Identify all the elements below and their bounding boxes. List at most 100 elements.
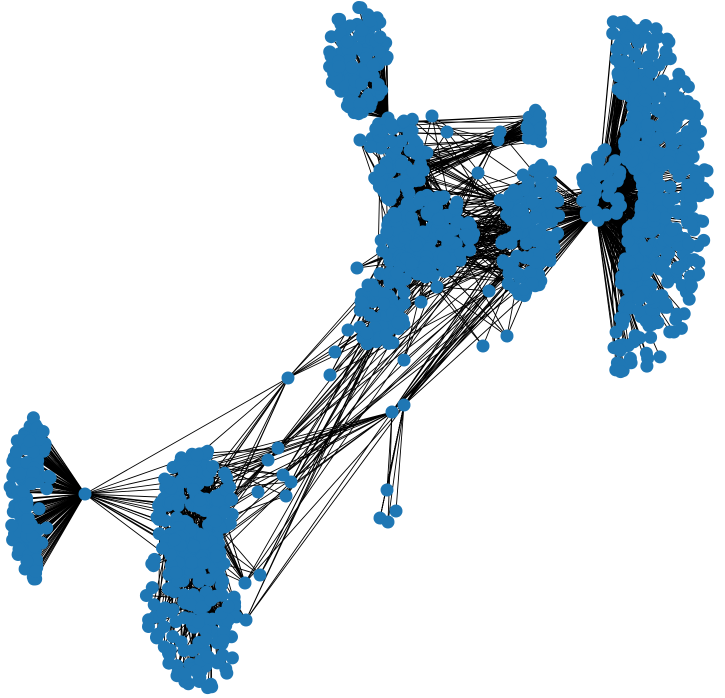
graph-node: [509, 187, 523, 200]
graph-node: [630, 111, 644, 124]
graph-node: [284, 475, 298, 489]
graph-node: [145, 581, 159, 595]
graph-node: [699, 185, 713, 199]
graph-node: [211, 494, 225, 508]
graph-node: [661, 155, 675, 168]
graph-node: [353, 97, 367, 111]
graph-edge: [290, 271, 513, 483]
graph-node: [608, 154, 622, 168]
graph-node: [430, 280, 444, 294]
graph-node: [578, 172, 592, 186]
graph-node: [640, 359, 654, 373]
graph-node: [26, 445, 40, 459]
graph-node: [665, 88, 679, 102]
graph-node: [518, 215, 532, 229]
graph-node: [238, 576, 252, 590]
graph-node: [328, 345, 342, 359]
graph-node: [639, 242, 653, 256]
graph-edge: [195, 411, 393, 469]
graph-node: [191, 615, 205, 629]
graph-edge: [259, 328, 399, 576]
graph-node: [40, 521, 54, 535]
graph-node: [639, 314, 653, 328]
graph-node: [185, 556, 199, 569]
graph-node: [623, 256, 637, 270]
graph-node: [380, 225, 394, 239]
graph-node: [383, 193, 397, 207]
graph-node: [147, 598, 161, 612]
graph-node: [145, 557, 159, 571]
graph-node: [416, 225, 430, 239]
graph-node: [632, 289, 646, 303]
graph-node: [402, 126, 416, 140]
graph-node: [618, 139, 632, 153]
graph-edge: [290, 337, 364, 483]
graph-edge: [282, 262, 514, 476]
graph-node: [638, 93, 652, 107]
graph-node: [379, 328, 393, 342]
graph-node: [201, 444, 215, 458]
graph-node: [426, 269, 440, 282]
graph-node: [645, 65, 658, 79]
graph-node: [660, 32, 674, 46]
graph-node: [623, 351, 637, 365]
graph-edge: [84, 488, 172, 495]
graph-node: [659, 297, 673, 311]
graph-node: [363, 14, 377, 28]
graph-node: [583, 194, 597, 208]
graph-node: [533, 108, 547, 122]
graph-node: [641, 118, 654, 132]
graph-node: [206, 460, 220, 473]
graph-node: [189, 664, 203, 678]
graph-node: [374, 141, 388, 155]
graph-edge: [173, 411, 393, 502]
graph-node: [23, 434, 36, 448]
graph-node: [653, 104, 666, 118]
graph-node: [201, 681, 215, 695]
graph-node: [675, 279, 689, 292]
graph-node: [649, 22, 663, 36]
graph-node: [40, 482, 54, 496]
graph-node: [501, 258, 515, 272]
graph-edge: [287, 293, 363, 379]
graph-node: [178, 667, 192, 681]
graph-node: [629, 80, 643, 94]
graph-node: [614, 365, 628, 379]
graph-node: [533, 184, 547, 198]
graph-node: [614, 84, 628, 97]
graph-node: [687, 253, 701, 267]
graph-node: [406, 164, 420, 178]
graph-node: [609, 204, 623, 218]
graph-edge: [245, 334, 380, 621]
graph-node: [611, 192, 625, 206]
graph-edge: [287, 293, 367, 379]
graph-edge: [245, 233, 517, 621]
graph-node: [655, 259, 669, 273]
graph-node: [271, 441, 285, 455]
graph-node: [493, 193, 507, 207]
graph-edge: [387, 404, 405, 523]
graph-node: [354, 1, 368, 15]
graph-node: [636, 210, 650, 223]
graph-node: [227, 590, 241, 604]
graph-node: [209, 514, 222, 528]
graph-edge: [24, 493, 86, 506]
graph-node: [516, 168, 530, 182]
graph-node: [651, 131, 665, 145]
graph-node: [601, 189, 615, 203]
graph-node: [26, 466, 40, 480]
graph-node: [384, 134, 398, 148]
graph-edge: [403, 280, 542, 406]
graph-edge: [245, 264, 509, 621]
graph-node: [639, 19, 653, 32]
graph-node: [385, 405, 399, 419]
graph-edge: [282, 271, 531, 476]
graph-edge: [267, 326, 383, 461]
graph-edge: [35, 493, 86, 572]
graph-node: [650, 170, 663, 184]
graph-node: [397, 114, 411, 128]
graph-node: [377, 297, 390, 311]
graph-edge: [379, 404, 405, 519]
graph-node: [364, 140, 377, 154]
graph-node: [361, 278, 375, 292]
